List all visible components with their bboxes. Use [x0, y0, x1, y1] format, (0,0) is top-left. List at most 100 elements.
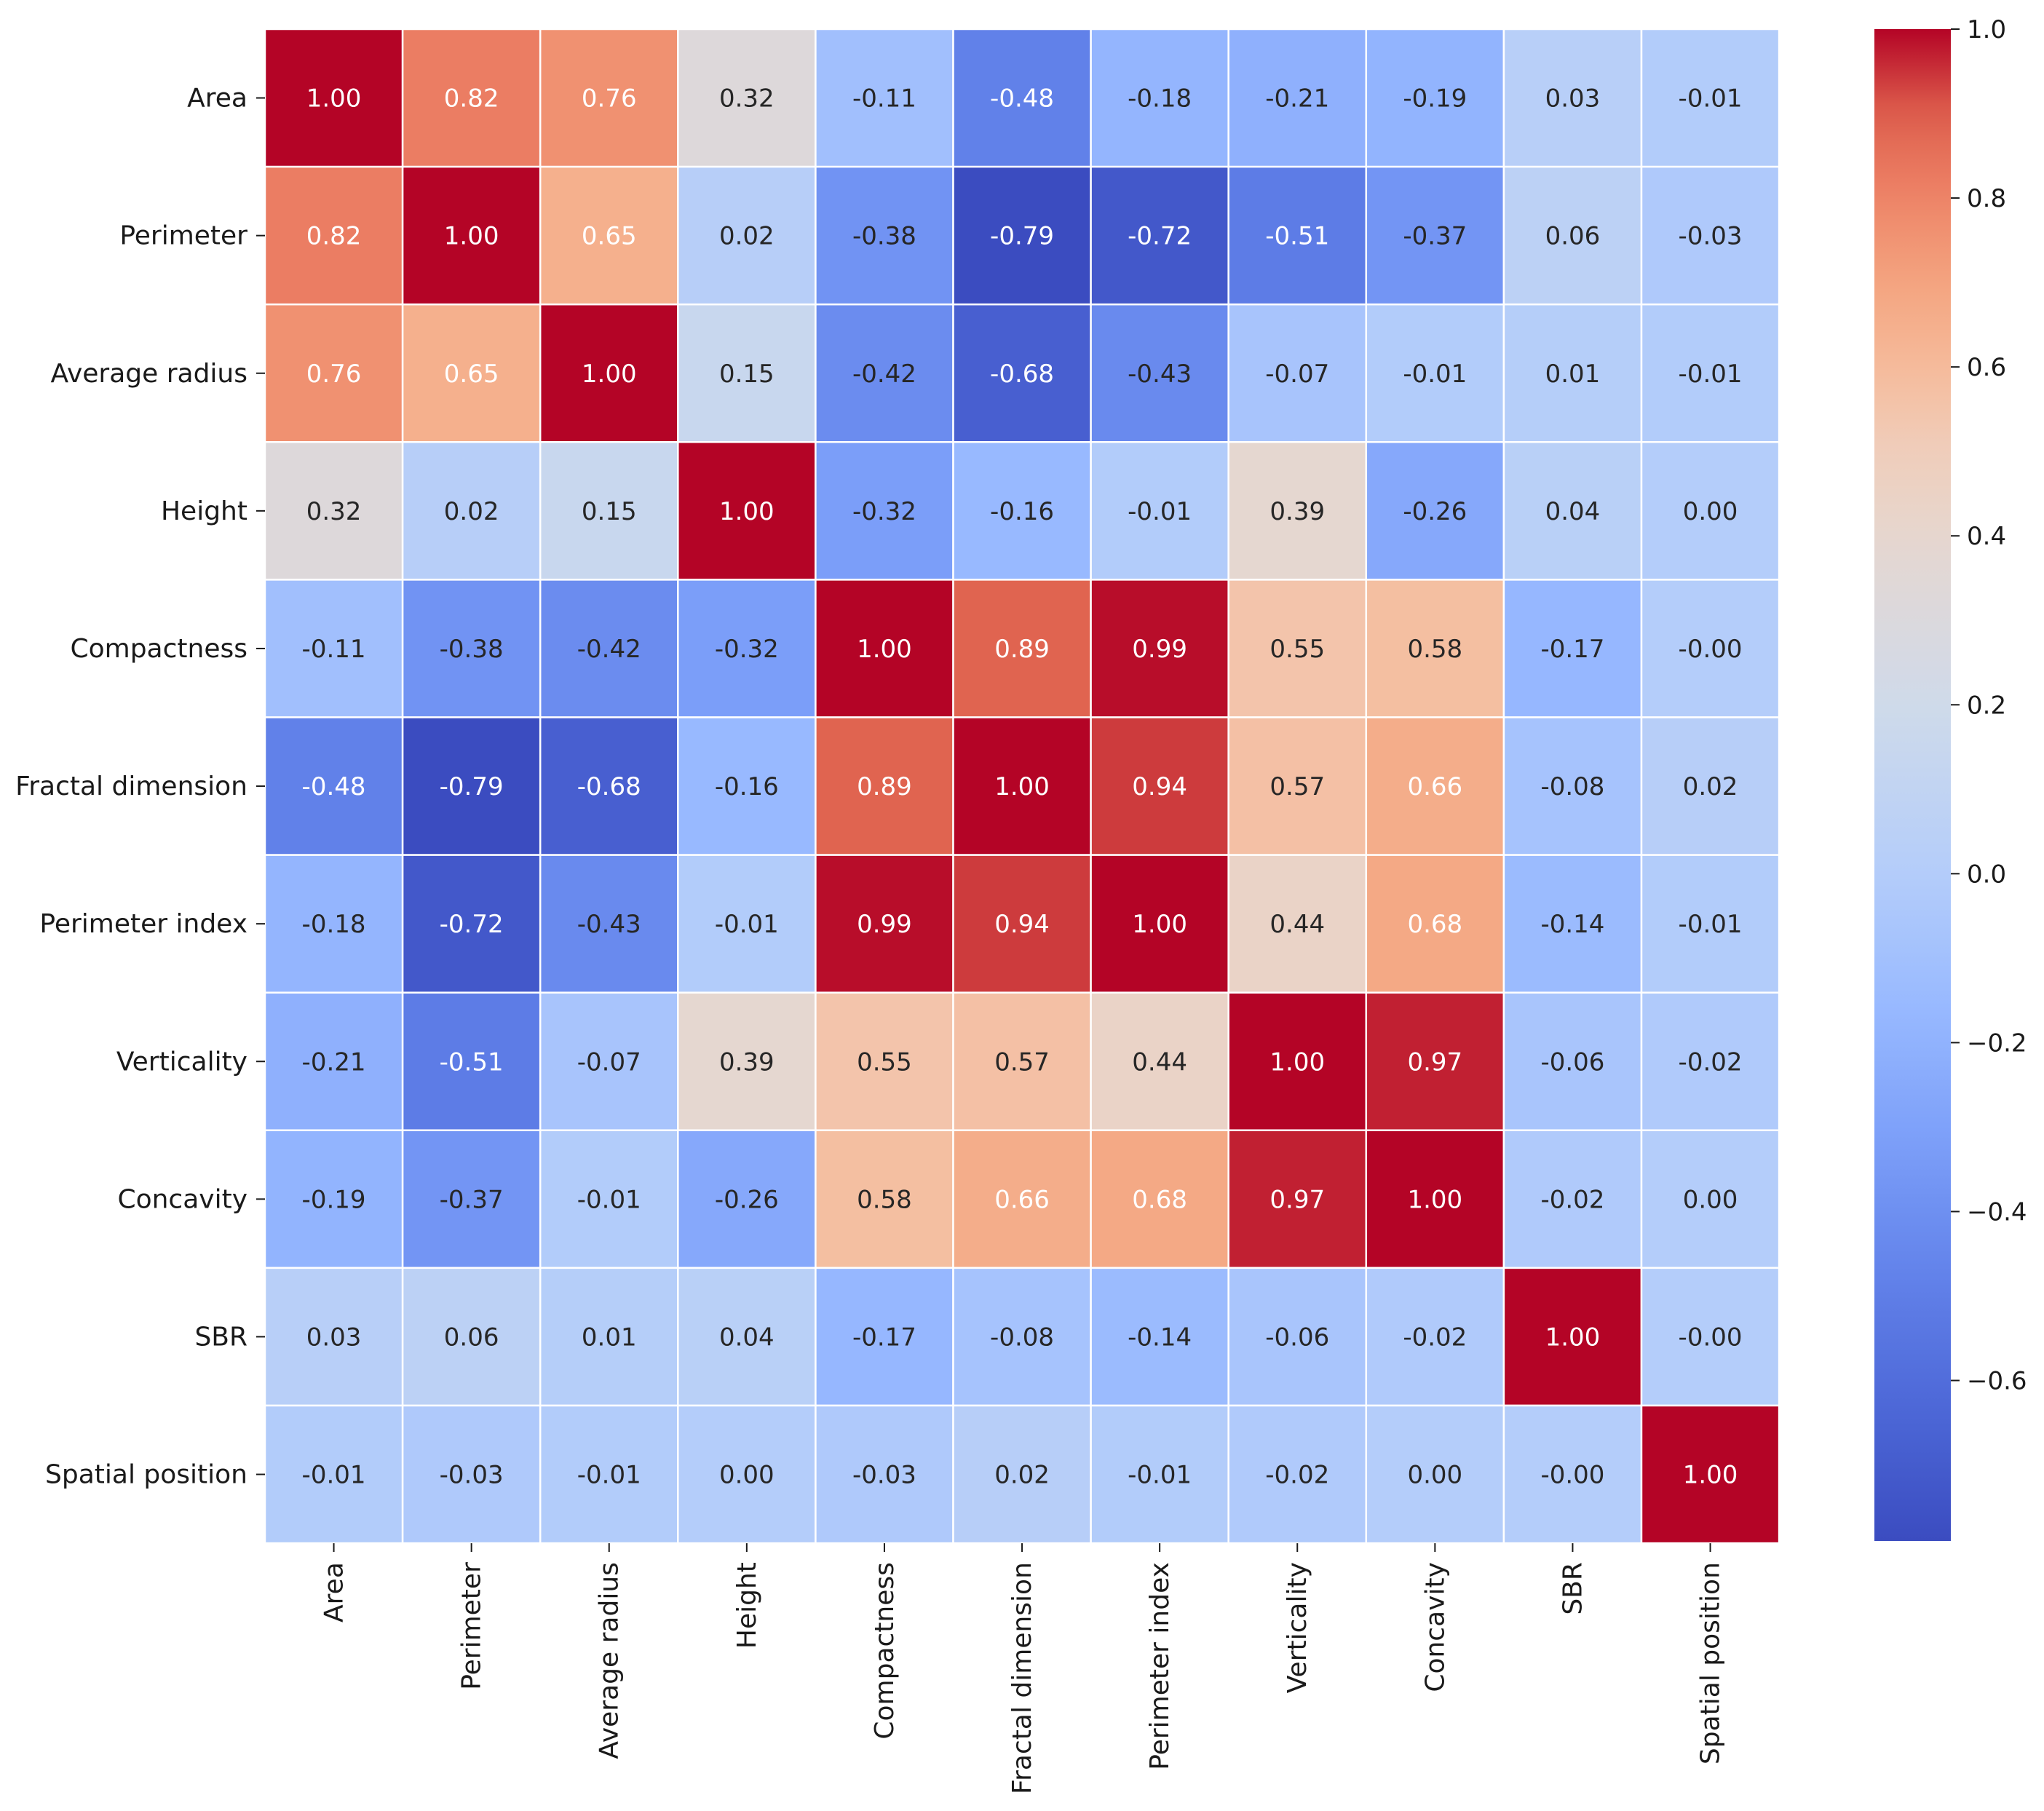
- cell-value-label: 0.82: [306, 222, 362, 251]
- heatmap-cell: [1090, 854, 1229, 994]
- heatmap-cell: [539, 579, 679, 718]
- heatmap-cell: [1090, 165, 1229, 306]
- cell-value-label: 0.76: [306, 360, 362, 389]
- heatmap-cell: [1640, 854, 1780, 994]
- cell-value-label: 0.44: [1132, 1047, 1187, 1077]
- heatmap-cell: [952, 991, 1092, 1132]
- cell-value-label: 0.89: [857, 772, 912, 801]
- heatmap-cell: [815, 1267, 954, 1407]
- cell-value-label: 0.99: [1132, 635, 1187, 664]
- cell-value-label: -0.01: [1128, 1461, 1192, 1490]
- x-tick-label: Average radius: [595, 1562, 625, 1759]
- cell-value-label: -0.21: [1265, 84, 1329, 114]
- heatmap-cell: [1640, 28, 1780, 168]
- heatmap-cell: [952, 716, 1092, 856]
- cell-value-label: -0.02: [1540, 1185, 1604, 1214]
- cell-value-label: -0.14: [1128, 1323, 1192, 1352]
- cell-value-label: -0.38: [440, 635, 504, 664]
- heatmap-cell: [264, 1129, 404, 1269]
- cell-value-label: 0.97: [1269, 1185, 1325, 1214]
- heatmap-cell: [1502, 579, 1643, 718]
- heatmap-cell: [677, 1129, 817, 1269]
- heatmap-cell-labels: 1.00 0.82 0.76 0.32 -0.11 -0.48 -0.18 -0.21 -0.1…: [302, 84, 1743, 1490]
- heatmap-cell: [815, 28, 954, 168]
- heatmap-cell: [401, 991, 542, 1132]
- heatmap-cell: [1502, 854, 1643, 994]
- cell-value-label: -0.00: [1679, 1323, 1743, 1352]
- cell-value-label: -0.01: [1128, 497, 1192, 526]
- heatmap-cell: [677, 716, 817, 856]
- heatmap-cell: [677, 991, 817, 1132]
- heatmap-cell: [677, 579, 817, 718]
- cell-value-label: -0.11: [852, 84, 916, 114]
- colorbar-gradient: [1874, 29, 1951, 1541]
- cell-value-label: 1.00: [1132, 910, 1187, 939]
- cell-value-label: 0.58: [857, 1185, 912, 1214]
- heatmap-cell: [1365, 441, 1505, 581]
- heatmap-cell: [1502, 28, 1643, 168]
- cell-value-label: -0.68: [990, 360, 1054, 389]
- y-tick-label: Perimeter: [119, 221, 247, 251]
- cell-value-label: 0.57: [1269, 772, 1325, 801]
- cell-value-label: -0.38: [852, 222, 916, 251]
- heatmap-cell: [1227, 1267, 1368, 1407]
- heatmap-cell: [264, 716, 404, 856]
- cell-value-label: 0.01: [582, 1323, 637, 1352]
- cell-value-label: 0.68: [1407, 910, 1462, 939]
- heatmap-cell: [539, 1129, 679, 1269]
- cell-value-label: -0.11: [302, 635, 366, 664]
- y-tick-label: Area: [187, 84, 247, 114]
- heatmap-cell: [1365, 579, 1505, 718]
- heatmap-cell: [1090, 579, 1229, 718]
- cell-value-label: -0.72: [1128, 222, 1192, 251]
- cell-value-label: 0.94: [994, 910, 1050, 939]
- cell-value-label: 0.02: [994, 1461, 1050, 1490]
- x-tick-label: SBR: [1558, 1562, 1588, 1615]
- heatmap-cell: [1640, 1267, 1780, 1407]
- cell-value-label: 1.00: [306, 84, 362, 114]
- heatmap-cell: [952, 303, 1092, 443]
- cell-value-label: -0.07: [577, 1047, 641, 1077]
- heatmap-cell: [677, 28, 817, 168]
- cell-value-label: -0.79: [990, 222, 1054, 251]
- cell-value-label: 0.97: [1407, 1047, 1462, 1077]
- heatmap-cell: [1227, 1129, 1368, 1269]
- cell-value-label: 0.32: [306, 497, 362, 526]
- cell-value-label: -0.18: [1128, 84, 1192, 114]
- cell-value-label: 0.76: [582, 84, 637, 114]
- cell-value-label: 1.00: [1683, 1461, 1738, 1490]
- cell-value-label: 0.15: [719, 360, 775, 389]
- cell-value-label: -0.51: [1265, 222, 1329, 251]
- heatmap-cell: [1502, 1404, 1643, 1545]
- heatmap-cell: [1640, 1129, 1780, 1269]
- heatmap-cell: [952, 1267, 1092, 1407]
- heatmap-cell: [539, 303, 679, 443]
- colorbar-tick-label: 0.0: [1967, 860, 2006, 889]
- cell-value-label: -0.79: [440, 772, 504, 801]
- cell-value-label: 1.00: [582, 360, 637, 389]
- cell-value-label: 1.00: [1545, 1323, 1601, 1352]
- heatmap-cell: [539, 854, 679, 994]
- cell-value-label: -0.37: [440, 1185, 504, 1214]
- cell-value-label: 0.02: [719, 222, 775, 251]
- heatmap-cell: [952, 1404, 1092, 1545]
- heatmap-cell: [1640, 303, 1780, 443]
- cell-value-label: 0.02: [444, 497, 499, 526]
- x-axis: Area Perimeter Average radius Height Compact…: [320, 1543, 1726, 1794]
- cell-value-label: -0.01: [1679, 360, 1743, 389]
- colorbar-tick-label: 0.4: [1967, 522, 2006, 551]
- y-tick-label: Spatial position: [45, 1460, 247, 1490]
- heatmap-cell: [1090, 303, 1229, 443]
- x-tick-label: Height: [732, 1562, 762, 1649]
- heatmap-cell: [1365, 1404, 1505, 1545]
- cell-value-label: -0.00: [1540, 1461, 1604, 1490]
- cell-value-label: 0.00: [719, 1461, 775, 1490]
- cell-value-label: -0.01: [715, 910, 779, 939]
- cell-value-label: -0.00: [1679, 635, 1743, 664]
- cell-value-label: -0.08: [1540, 772, 1604, 801]
- cell-value-label: 1.00: [1407, 1185, 1462, 1214]
- cell-value-label: -0.26: [715, 1185, 779, 1214]
- colorbar: 1.0 0.8 0.6 0.4 0.2 0.0 −0.2 −0.4 −0.6: [1874, 15, 2027, 1541]
- cell-value-label: -0.26: [1403, 497, 1467, 526]
